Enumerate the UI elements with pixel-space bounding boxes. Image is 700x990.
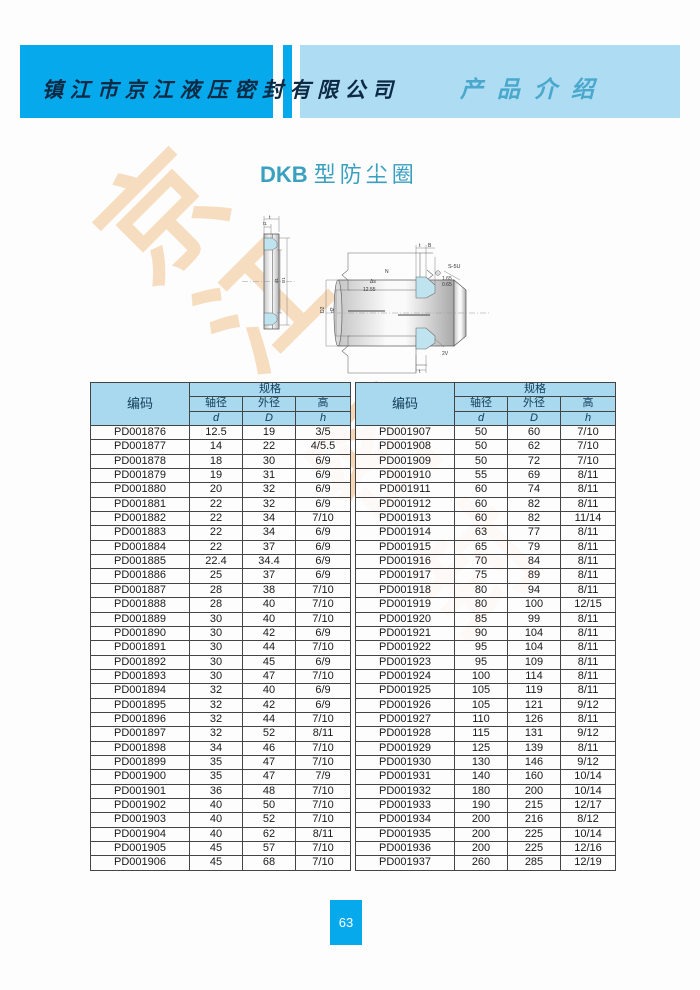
svg-text:D1: D1	[281, 277, 286, 283]
svg-text:d1: d1	[274, 277, 279, 283]
svg-text:0.65: 0.65	[442, 282, 452, 288]
svg-text:t: t	[269, 215, 271, 221]
svg-text:D2: D2	[320, 306, 326, 313]
svg-text:S-5U: S-5U	[448, 264, 461, 270]
svg-text:d2: d2	[330, 307, 336, 313]
svg-text:N: N	[385, 269, 389, 275]
svg-text:t1: t1	[263, 221, 267, 226]
svg-text:Δs: Δs	[370, 279, 376, 285]
svg-text:12.55: 12.55	[363, 287, 376, 293]
svg-text:2V: 2V	[442, 351, 449, 357]
